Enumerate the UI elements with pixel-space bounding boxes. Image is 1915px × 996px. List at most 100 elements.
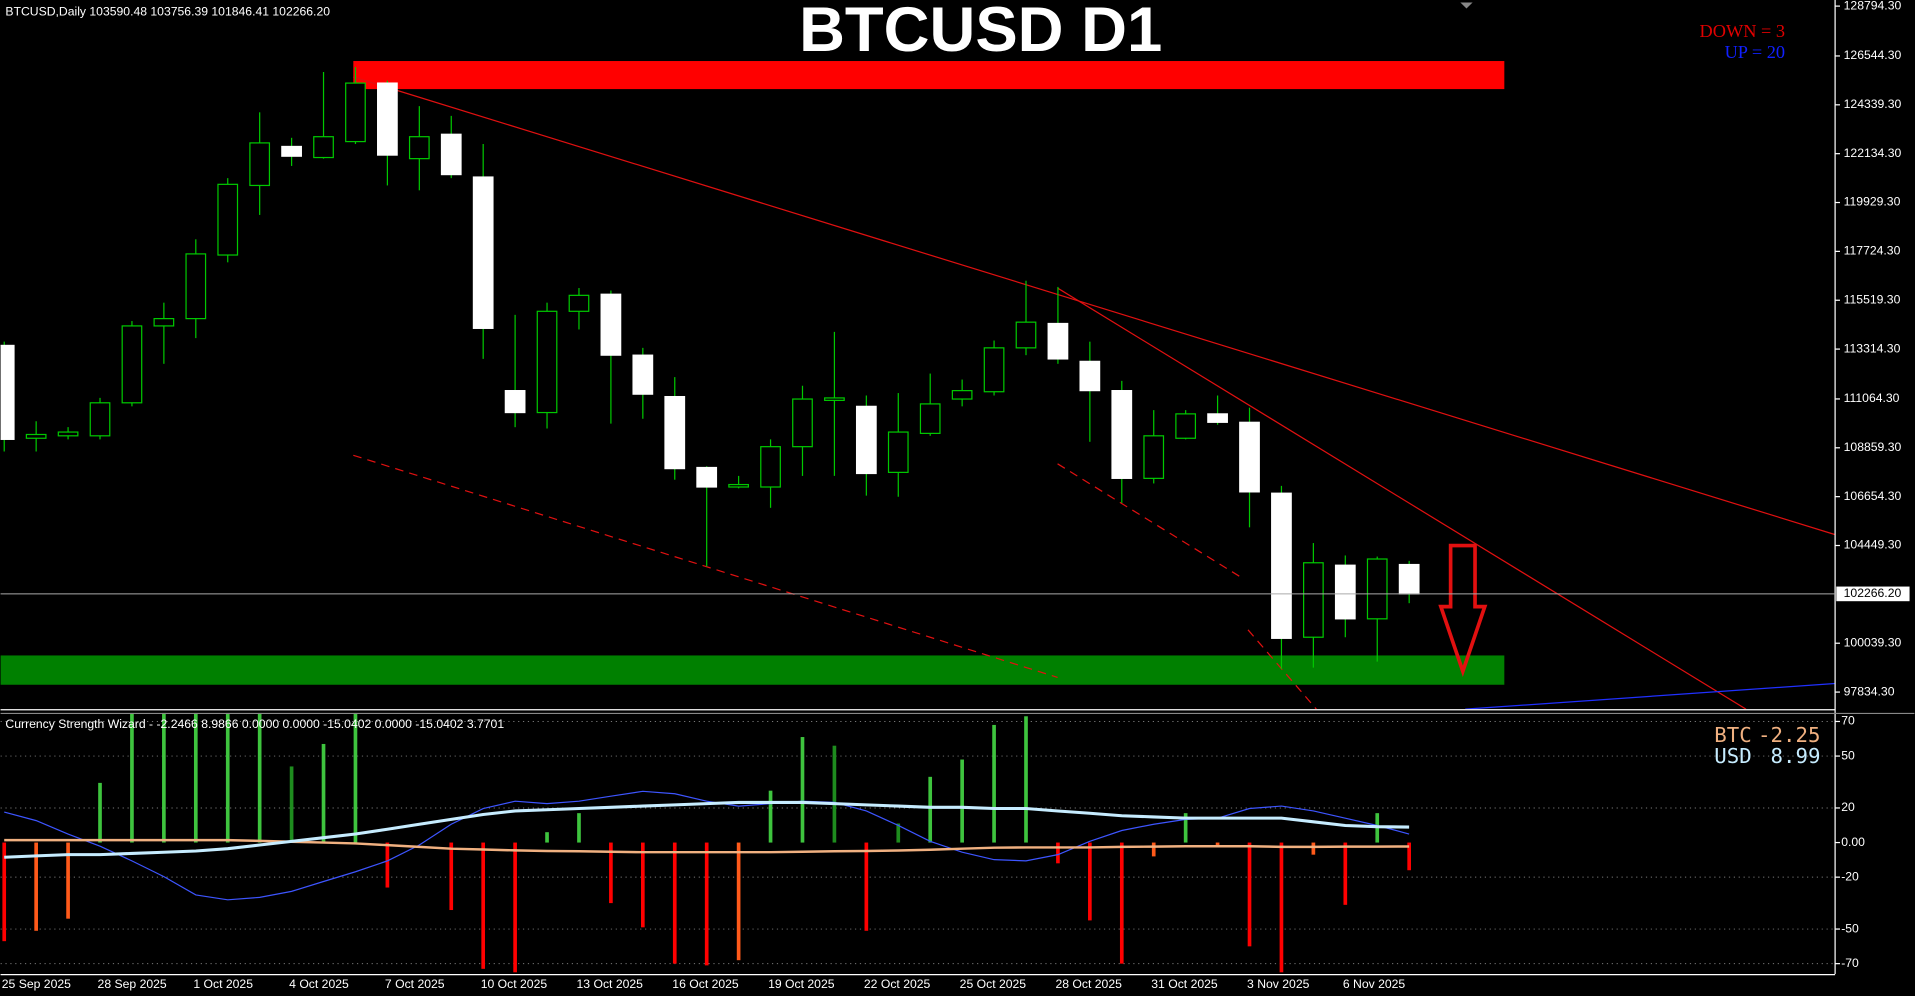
strength-bar xyxy=(449,842,454,911)
candle-body xyxy=(121,325,143,404)
strength-bar xyxy=(481,842,486,969)
candle-body xyxy=(1015,321,1037,349)
candle-body xyxy=(600,293,622,356)
strength-line xyxy=(4,790,1410,901)
annotations xyxy=(0,61,1836,710)
x-tick-label: 19 Oct 2025 xyxy=(768,977,835,991)
candle-body xyxy=(824,397,845,401)
candles xyxy=(0,67,1420,669)
x-tick-label: 31 Oct 2025 xyxy=(1151,977,1218,991)
trend-line xyxy=(1057,287,1747,710)
strength-line xyxy=(4,838,1410,854)
channel-line xyxy=(353,454,1058,679)
candle-body xyxy=(313,136,334,159)
strength-bar xyxy=(800,737,805,843)
x-tick-label: 25 Oct 2025 xyxy=(960,977,1027,991)
candle-body xyxy=(792,398,813,448)
chart-title: BTCUSD D1 xyxy=(799,0,1162,65)
candle-body xyxy=(408,136,430,160)
strength-bar xyxy=(704,842,709,966)
y-tick-label: 122134.30 xyxy=(1844,146,1902,160)
y-tick-label: 20 xyxy=(1841,800,1855,814)
strength-bar xyxy=(545,832,549,843)
y-tick-label: -70 xyxy=(1841,956,1859,970)
candle-body xyxy=(249,142,271,187)
candle-body xyxy=(1079,360,1101,392)
strength-bar xyxy=(289,766,294,843)
x-tick-label: 3 Nov 2025 xyxy=(1247,977,1310,991)
down-count: DOWN = 3 xyxy=(1700,21,1786,41)
x-tick-label: 25 Sep 2025 xyxy=(2,977,71,991)
strength-bar xyxy=(736,842,741,961)
x-tick-label: 28 Oct 2025 xyxy=(1055,977,1122,991)
strength-bar xyxy=(1247,842,1252,947)
x-tick-label: 13 Oct 2025 xyxy=(577,977,644,991)
strength-bar xyxy=(385,842,390,888)
channel-line xyxy=(1247,629,1317,710)
strength-bar xyxy=(193,712,198,843)
y-tick-label: 0.00 xyxy=(1841,835,1865,849)
strength-bar xyxy=(1151,842,1156,857)
scroll-marker xyxy=(1460,2,1473,9)
symbol-header: BTCUSD,Daily 103590.48 103756.39 101846.… xyxy=(5,4,330,18)
down-arrow xyxy=(1438,543,1488,678)
candle-body xyxy=(1207,413,1228,423)
x-tick-label: 6 Nov 2025 xyxy=(1343,977,1406,991)
resistance-zone xyxy=(353,61,1505,90)
strength-bar xyxy=(1088,842,1092,921)
y-tick-label: 117724.30 xyxy=(1844,244,1901,258)
channel-line xyxy=(1057,463,1244,580)
candle-body xyxy=(760,446,781,488)
strength-bar xyxy=(353,712,358,843)
current-price-label: 102266.20 xyxy=(1844,586,1902,600)
strength-bar xyxy=(672,842,677,964)
x-tick-label: 4 Oct 2025 xyxy=(289,977,349,991)
indicator xyxy=(0,712,1836,973)
strength-bar xyxy=(513,842,517,973)
candle-body xyxy=(153,317,175,327)
y-tick-label: 106654.30 xyxy=(1844,489,1902,503)
up-count: UP = 20 xyxy=(1725,42,1785,62)
x-tick-label: 16 Oct 2025 xyxy=(672,977,739,991)
strength-bar xyxy=(832,745,837,843)
strength-bar xyxy=(609,842,613,904)
candle-body xyxy=(1175,413,1197,439)
candle-body xyxy=(1366,558,1388,620)
candle-body xyxy=(504,390,526,414)
y-tick-label: 108859.30 xyxy=(1844,440,1902,454)
y-tick-label: 111064.30 xyxy=(1844,391,1900,405)
legend-value: 8.99 xyxy=(1770,744,1820,768)
x-tick-label: 10 Oct 2025 xyxy=(481,977,548,991)
strength-bar xyxy=(1343,842,1348,905)
y-tick-label: 124339.30 xyxy=(1844,97,1902,111)
candle-body xyxy=(1143,435,1165,479)
y-tick-label: 50 xyxy=(1841,748,1855,762)
strength-bar xyxy=(577,813,581,843)
candle-body xyxy=(536,310,558,414)
strength-line xyxy=(4,800,1410,859)
y-tick-label: 128794.30 xyxy=(1844,0,1902,12)
strength-bar xyxy=(257,712,262,843)
candle-body xyxy=(1334,564,1356,620)
candle-body xyxy=(57,431,79,437)
strength-bar xyxy=(1311,842,1316,855)
strength-bar xyxy=(34,842,38,931)
x-tick-label: 1 Oct 2025 xyxy=(193,977,253,991)
support-zone xyxy=(0,655,1505,685)
support-line xyxy=(1465,682,1836,710)
candle-body xyxy=(664,395,686,470)
x-tick-label: 28 Sep 2025 xyxy=(98,977,167,991)
strength-bar xyxy=(896,823,901,843)
strength-bar xyxy=(1024,716,1028,843)
candle-body xyxy=(377,82,398,156)
strength-bar xyxy=(98,782,102,843)
y-tick-label: 97834.30 xyxy=(1844,684,1895,698)
candle-body xyxy=(345,82,366,143)
candle-body xyxy=(185,253,207,320)
strength-bar xyxy=(1119,842,1124,964)
candle-body xyxy=(951,390,973,400)
candle-body xyxy=(1271,492,1292,639)
candle-body xyxy=(281,145,302,157)
legend-name: USD xyxy=(1714,744,1751,768)
